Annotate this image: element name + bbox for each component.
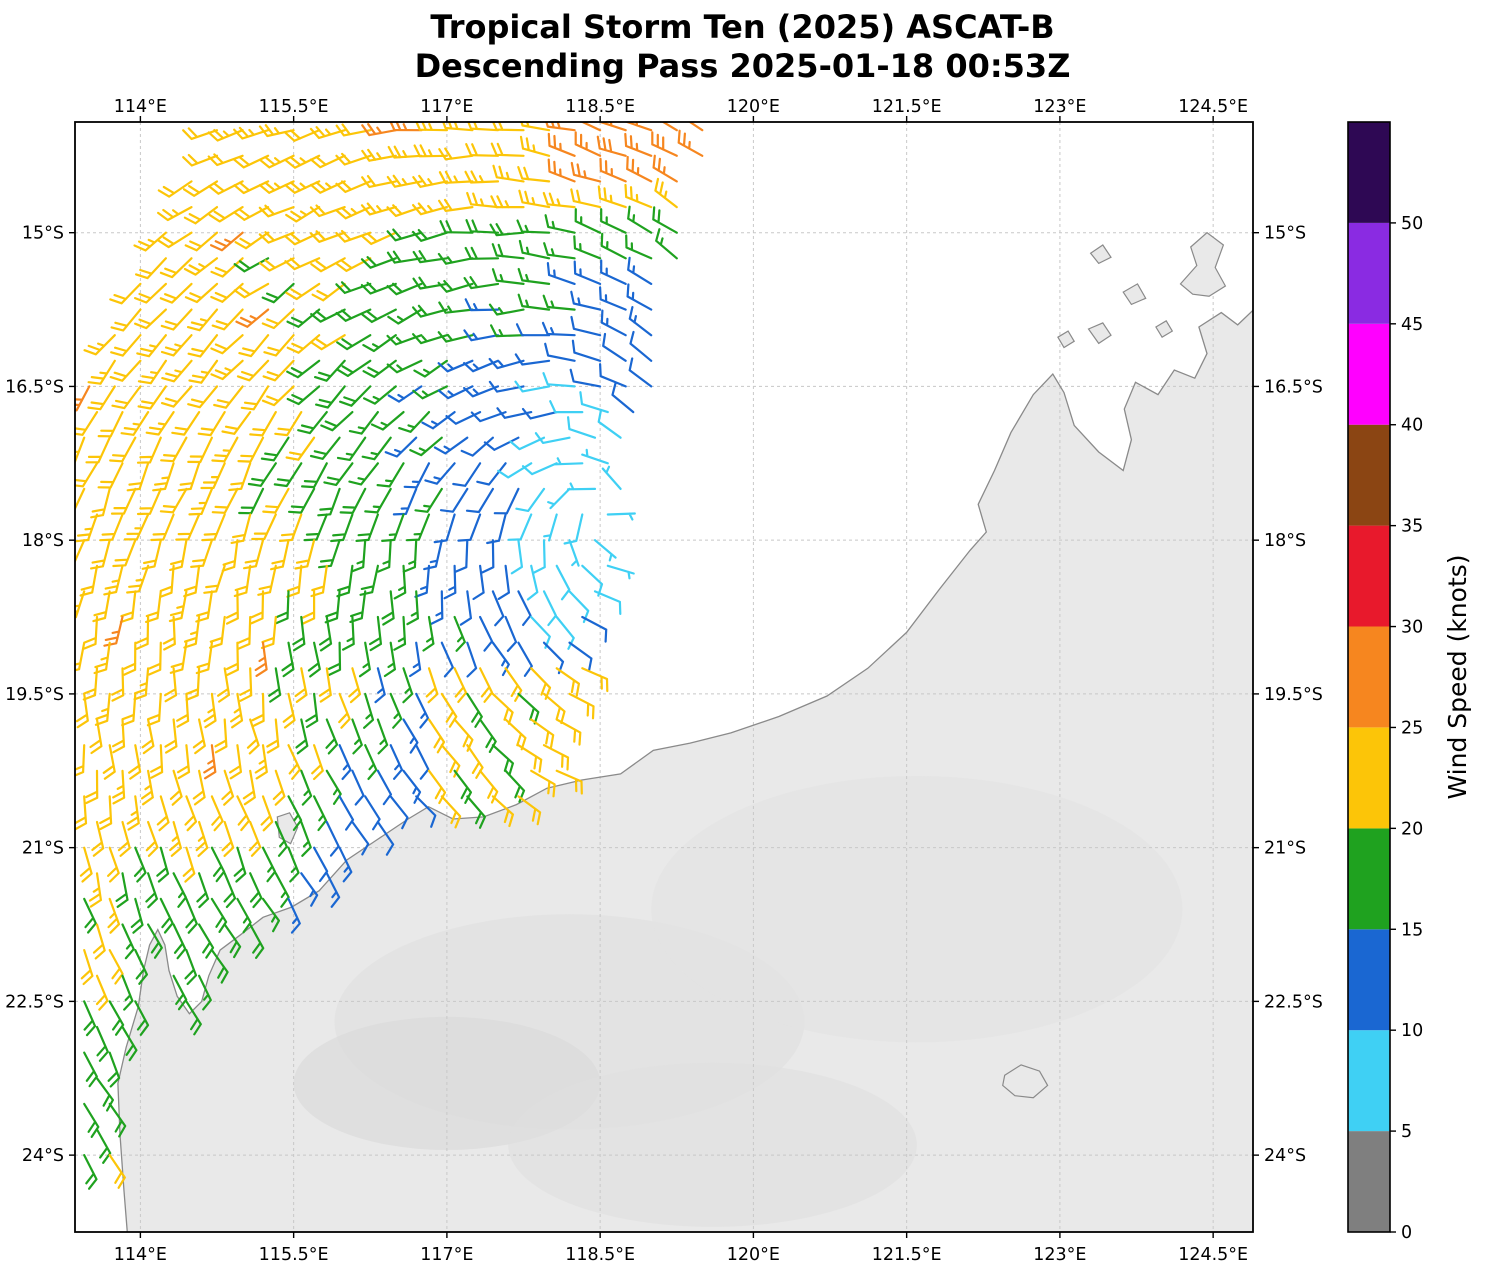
x-tick-label-bottom: 118.5°E — [565, 1245, 635, 1264]
x-tick-label-top: 121.5°E — [872, 97, 942, 117]
y-tick-label-left: 24°S — [22, 1146, 64, 1166]
terrain-shading — [508, 1062, 917, 1227]
y-tick-label-right: 21°S — [1264, 839, 1306, 859]
colorbar-segment — [1348, 626, 1390, 728]
island — [1057, 330, 1076, 349]
y-tick-label-right: 18°S — [1264, 531, 1306, 551]
x-tick-label-top: 117°E — [420, 97, 473, 117]
island — [1089, 244, 1112, 265]
colorbar-segment — [1348, 122, 1390, 223]
x-tick-label-bottom: 121.5°E — [872, 1245, 942, 1264]
colorbar-segment — [1348, 828, 1390, 930]
colorbar-label: Wind Speed (knots) — [1443, 554, 1472, 799]
colorbar-tick-label: 40 — [1401, 416, 1423, 436]
colorbar-tick-label: 20 — [1401, 819, 1423, 839]
y-tick-label-right: 22.5°S — [1264, 992, 1323, 1012]
colorbar-segment — [1348, 424, 1390, 526]
grid-lines — [75, 122, 1253, 1232]
y-tick-label-left: 19.5°S — [5, 685, 64, 705]
colorbar-segment — [1348, 323, 1390, 425]
map-area — [75, 122, 1253, 1232]
y-tick-label-right: 19.5°S — [1264, 685, 1323, 705]
colorbar-segment — [1348, 222, 1390, 324]
y-tick-label-right: 16.5°S — [1264, 377, 1323, 397]
y-tick-label-left: 21°S — [22, 839, 64, 859]
x-tick-label-bottom: 124.5°E — [1178, 1245, 1248, 1264]
y-tick-label-left: 22.5°S — [5, 992, 64, 1012]
colorbar-tick-label: 35 — [1401, 517, 1423, 537]
colorbar-tick-label: 15 — [1401, 920, 1423, 940]
colorbar-tick-label: 25 — [1401, 718, 1423, 738]
colorbar-segment — [1348, 929, 1390, 1031]
x-tick-label-bottom: 120°E — [727, 1245, 780, 1264]
island — [1179, 231, 1227, 297]
x-tick-label-top: 123°E — [1033, 97, 1086, 117]
axis-ticks — [69, 116, 1259, 1238]
colorbar-segment — [1348, 525, 1390, 627]
colorbar-tick-label: 45 — [1401, 315, 1423, 335]
island — [1087, 322, 1112, 345]
x-tick-label-bottom: 123°E — [1033, 1245, 1086, 1264]
island — [1155, 319, 1174, 339]
y-tick-label-right: 24°S — [1264, 1146, 1306, 1166]
map-frame — [74, 121, 1254, 1233]
page-title: Tropical Storm Ten (2025) ASCAT-B Descen… — [0, 8, 1485, 86]
wind-barbs-layer — [75, 122, 704, 1190]
x-tick-label-bottom: 117°E — [420, 1245, 473, 1264]
y-tick-label-left: 16.5°S — [5, 377, 64, 397]
colorbar-tick-label: 50 — [1401, 214, 1423, 234]
terrain-shading — [651, 775, 1183, 1043]
x-tick-label-top: 120°E — [727, 97, 780, 117]
lake-outline — [1002, 1064, 1049, 1099]
y-tick-label-left: 18°S — [22, 531, 64, 551]
x-tick-label-top: 118.5°E — [565, 97, 635, 117]
coastline — [117, 309, 1253, 1232]
x-tick-label-bottom: 114°E — [114, 1245, 167, 1264]
colorbar-segment — [1348, 1030, 1390, 1132]
colorbar-segment — [1348, 727, 1390, 829]
x-tick-label-top: 124.5°E — [1178, 97, 1248, 117]
colorbar-tick-label: 0 — [1401, 1223, 1412, 1243]
colorbar-segment — [1348, 1131, 1390, 1232]
axis-tick-labels: 114°E 114°E 115.5°E 115.5°E 117°E 117°E 118.5°… — [5, 97, 1323, 1264]
colorbar-tick-label: 30 — [1401, 618, 1423, 638]
colorbar-tick-label: 5 — [1401, 1122, 1412, 1142]
x-tick-label-bottom: 115.5°E — [259, 1245, 329, 1264]
title-line-1: Tropical Storm Ten (2025) ASCAT-B — [430, 8, 1055, 46]
colorbar-tick-label: 10 — [1401, 1021, 1423, 1041]
colorbar: 0 5 10 15 20 25 30 35 40 45 50 Wind Speed (knots) — [1347, 121, 1472, 1243]
y-tick-label-right: 15°S — [1264, 224, 1306, 244]
y-tick-label-left: 15°S — [22, 224, 64, 244]
title-line-2: Descending Pass 2025-01-18 00:53Z — [414, 47, 1071, 86]
x-tick-label-top: 115.5°E — [259, 97, 329, 117]
island — [1122, 283, 1147, 306]
colorbar-frame — [1347, 121, 1391, 1233]
x-tick-label-top: 114°E — [114, 97, 167, 117]
